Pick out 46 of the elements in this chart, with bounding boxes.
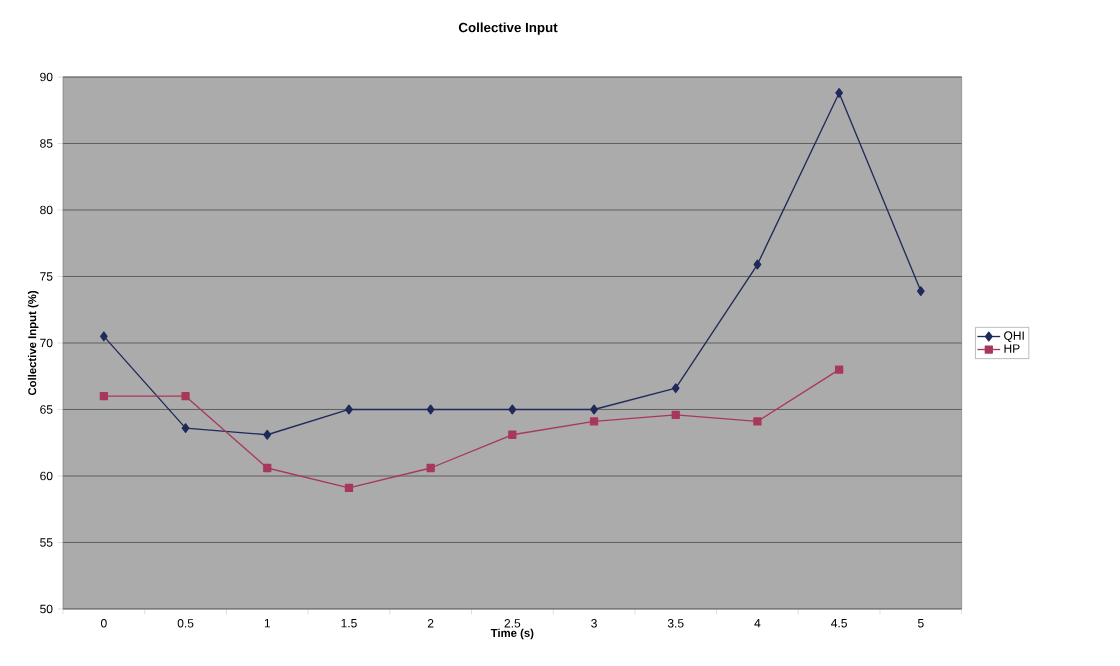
- point: [671, 410, 680, 419]
- y-tick-label: 70: [40, 338, 53, 348]
- x-tick-label: 0: [100, 619, 107, 628]
- point: [834, 365, 844, 374]
- point: [99, 331, 108, 342]
- point: [508, 430, 517, 439]
- x-tick-label: 0.5: [177, 619, 194, 628]
- point: [508, 404, 517, 415]
- x-tick-label: 5: [917, 619, 924, 628]
- point: [344, 483, 354, 493]
- point: [263, 429, 272, 440]
- y-tick-label: 75: [40, 272, 53, 281]
- point: [99, 392, 108, 401]
- point: [753, 417, 762, 426]
- point: [345, 404, 353, 415]
- point: [263, 463, 272, 473]
- y-tick-label: 60: [40, 471, 53, 481]
- point: [181, 423, 190, 434]
- y-tick-label: 80: [40, 205, 53, 215]
- y-tick-label: 90: [40, 72, 53, 82]
- y-tick-label: 50: [40, 604, 53, 614]
- y-tick-label: 65: [40, 405, 53, 414]
- y-tick-label: 85: [40, 139, 53, 148]
- x-tick-label: 2: [427, 619, 434, 628]
- point: [589, 417, 599, 426]
- point: [753, 259, 762, 270]
- point: [835, 88, 843, 98]
- y-tick-label: 55: [40, 538, 53, 547]
- point: [590, 404, 598, 415]
- x-tick-label: 4.5: [831, 619, 847, 628]
- point: [426, 463, 435, 473]
- point: [426, 404, 435, 415]
- x-tick-label: 3.5: [667, 619, 684, 628]
- y-axis-title: Collective Input (%): [27, 290, 39, 396]
- legend-label: HP: [1004, 344, 1020, 353]
- point: [916, 286, 925, 297]
- x-tick-label: 4: [754, 619, 761, 628]
- point: [181, 392, 190, 401]
- x-tick-label: 1: [264, 619, 270, 628]
- point: [671, 383, 680, 394]
- x-tick-label: 2.5: [504, 619, 521, 628]
- x-tick-label: 3: [591, 619, 597, 628]
- x-axis-title: Time (s): [490, 628, 534, 640]
- legend-label: QHI: [1004, 331, 1024, 342]
- x-tick-label: 1.5: [341, 619, 357, 628]
- chart-title: Collective Input: [458, 22, 558, 35]
